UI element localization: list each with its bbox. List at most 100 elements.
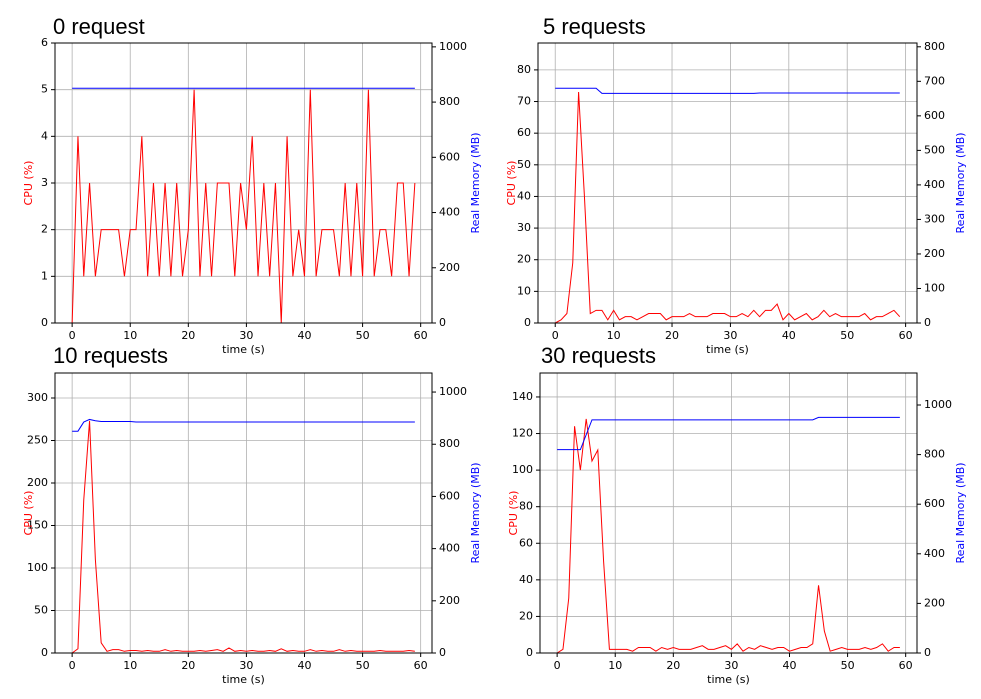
y2-tick-label: 400 — [439, 206, 460, 219]
y-tick-label: 300 — [27, 391, 48, 404]
y-tick-label: 6 — [41, 36, 48, 49]
x-tick-label: 20 — [666, 659, 680, 672]
y-axis-label: CPU (%) — [507, 491, 520, 536]
y-tick-label: 5 — [41, 83, 48, 96]
y-tick-label: 20 — [519, 609, 533, 622]
series-line — [554, 92, 901, 324]
y2-tick-label: 600 — [439, 150, 460, 163]
y2-tick-label: 500 — [924, 143, 945, 156]
x-tick-label: 0 — [69, 329, 76, 342]
y2-tick-label: 400 — [924, 178, 945, 191]
x-tick-label: 20 — [181, 659, 195, 672]
series-line — [556, 418, 900, 654]
y2-axis-label: Real Memory (MB) — [954, 132, 967, 233]
x-tick-label: 40 — [297, 329, 311, 342]
y-axis-label: CPU (%) — [505, 161, 518, 206]
y2-tick-label: 400 — [924, 547, 945, 560]
y2-tick-label: 0 — [924, 316, 931, 329]
x-tick-label: 40 — [297, 659, 311, 672]
y-tick-label: 200 — [27, 476, 48, 489]
x-tick-label: 10 — [607, 329, 621, 342]
y-tick-label: 20 — [517, 253, 531, 266]
y-tick-label: 80 — [519, 500, 533, 513]
y2-tick-label: 200 — [439, 261, 460, 274]
plot-frame — [537, 42, 918, 324]
series-line — [555, 87, 900, 94]
y-tick-label: 10 — [517, 284, 531, 297]
x-tick-label: 50 — [356, 329, 370, 342]
x-axis-label: time (s) — [707, 673, 750, 686]
x-tick-label: 50 — [841, 659, 855, 672]
y-tick-label: 150 — [27, 518, 48, 531]
y2-tick-label: 800 — [924, 448, 945, 461]
x-tick-label: 30 — [239, 659, 253, 672]
y-tick-label: 70 — [517, 95, 531, 108]
x-tick-label: 60 — [899, 329, 913, 342]
y2-tick-label: 400 — [439, 542, 460, 555]
series-line — [72, 418, 415, 432]
x-tick-label: 20 — [665, 329, 679, 342]
x-tick-label: 20 — [181, 329, 195, 342]
y-tick-label: 50 — [34, 603, 48, 616]
y2-axis-label: Real Memory (MB) — [469, 132, 482, 233]
y-tick-label: 2 — [41, 223, 48, 236]
y-axis-label: CPU (%) — [22, 491, 35, 536]
y2-tick-label: 800 — [439, 95, 460, 108]
x-axis-label: time (s) — [222, 343, 265, 356]
y2-tick-label: 100 — [924, 281, 945, 294]
y2-tick-label: 700 — [924, 74, 945, 87]
y-tick-label: 40 — [519, 573, 533, 586]
x-axis-label: time (s) — [706, 343, 749, 356]
x-tick-label: 10 — [123, 329, 137, 342]
y-tick-label: 40 — [517, 189, 531, 202]
y2-tick-label: 300 — [924, 212, 945, 225]
x-tick-label: 30 — [723, 329, 737, 342]
x-tick-label: 30 — [724, 659, 738, 672]
y2-tick-label: 0 — [924, 646, 931, 659]
plot-frame — [54, 42, 433, 324]
y-tick-label: 4 — [41, 129, 48, 142]
y2-tick-label: 200 — [924, 247, 945, 260]
x-tick-label: 50 — [356, 659, 370, 672]
y2-tick-label: 200 — [924, 596, 945, 609]
y-tick-label: 80 — [517, 63, 531, 76]
y-tick-label: 140 — [512, 390, 533, 403]
y-tick-label: 1 — [41, 269, 48, 282]
y2-tick-label: 600 — [439, 489, 460, 502]
y2-axis-label: Real Memory (MB) — [469, 462, 482, 563]
y-tick-label: 0 — [524, 316, 531, 329]
chart-title: 5 requests — [543, 14, 646, 39]
y-tick-label: 120 — [512, 427, 533, 440]
y2-tick-label: 1000 — [439, 40, 467, 53]
x-tick-label: 60 — [414, 329, 428, 342]
x-tick-label: 10 — [608, 659, 622, 672]
x-tick-label: 10 — [123, 659, 137, 672]
y-axis-label: CPU (%) — [22, 161, 35, 206]
y-tick-label: 60 — [517, 126, 531, 139]
x-tick-label: 40 — [782, 659, 796, 672]
y-tick-label: 60 — [519, 536, 533, 549]
y-tick-label: 0 — [41, 646, 48, 659]
y-tick-label: 0 — [526, 646, 533, 659]
chart-title: 10 requests — [53, 343, 168, 368]
plot-frame — [54, 372, 433, 654]
x-tick-label: 50 — [840, 329, 854, 342]
y2-tick-label: 600 — [924, 497, 945, 510]
x-axis-label: time (s) — [222, 673, 265, 686]
chart-title: 0 request — [53, 14, 145, 39]
y2-tick-label: 800 — [439, 437, 460, 450]
y2-tick-label: 1000 — [439, 385, 467, 398]
y2-axis-label: Real Memory (MB) — [954, 462, 967, 563]
y-tick-label: 100 — [512, 463, 533, 476]
y2-tick-label: 200 — [439, 594, 460, 607]
series-line — [71, 89, 416, 324]
y2-tick-label: 0 — [439, 316, 446, 329]
y-tick-label: 3 — [41, 176, 48, 189]
x-tick-label: 40 — [782, 329, 796, 342]
x-tick-label: 60 — [899, 659, 913, 672]
y2-tick-label: 600 — [924, 109, 945, 122]
series-line — [557, 416, 900, 451]
chart-title: 30 requests — [541, 343, 656, 368]
x-tick-label: 30 — [239, 329, 253, 342]
